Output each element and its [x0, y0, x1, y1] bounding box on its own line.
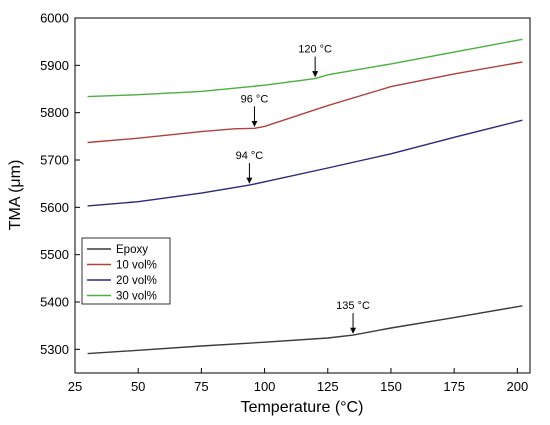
x-tick-label: 50: [131, 379, 145, 394]
x-tick-label: 75: [194, 379, 208, 394]
legend: Epoxy 10 vol% 20 vol% 30 vol%: [81, 237, 171, 305]
series-line-3: [87, 38, 523, 98]
y-tick-label: 5600: [40, 200, 69, 215]
y-axis-ticks: 5300 5400 5500 5600 5700 5800 5900 6000: [40, 11, 80, 357]
legend-label: 10 vol%: [116, 260, 157, 272]
legend-label: 20 vol%: [116, 275, 157, 287]
series-line-2: [87, 119, 523, 207]
annotation-label: 96 °C: [241, 93, 269, 105]
y-tick-label: 6000: [40, 11, 69, 26]
y-tick-label: 5500: [40, 247, 69, 262]
x-axis-ticks: 25 50 75 100 125 150 175 200: [68, 368, 528, 394]
plot-frame: [74, 17, 531, 374]
series-lines: [87, 38, 523, 355]
series-line-1: [87, 61, 523, 144]
x-tick-label: 175: [443, 379, 465, 394]
x-tick-label: 150: [380, 379, 402, 394]
y-tick-label: 5800: [40, 105, 69, 120]
x-tick-label: 125: [317, 379, 339, 394]
x-tick-label: 25: [68, 379, 82, 394]
x-axis-label: Temperature (°C): [241, 399, 364, 416]
series-line-0: [87, 305, 523, 355]
y-tick-label: 5900: [40, 58, 69, 73]
y-tick-label: 5400: [40, 295, 69, 310]
y-tick-label: 5700: [40, 153, 69, 168]
y-axis-label: TMA (μm): [7, 160, 24, 231]
annotations: 135 °C 94 °C 96 °C 120 °C: [236, 44, 370, 334]
annotation-label: 94 °C: [236, 150, 264, 162]
y-tick-label: 5300: [40, 342, 69, 357]
x-tick-label: 200: [507, 379, 529, 394]
x-tick-label: 100: [254, 379, 276, 394]
annotation-label: 120 °C: [298, 44, 332, 56]
legend-label: 30 vol%: [116, 291, 157, 303]
annotation-label: 135 °C: [336, 300, 370, 312]
legend-label: Epoxy: [116, 244, 148, 256]
